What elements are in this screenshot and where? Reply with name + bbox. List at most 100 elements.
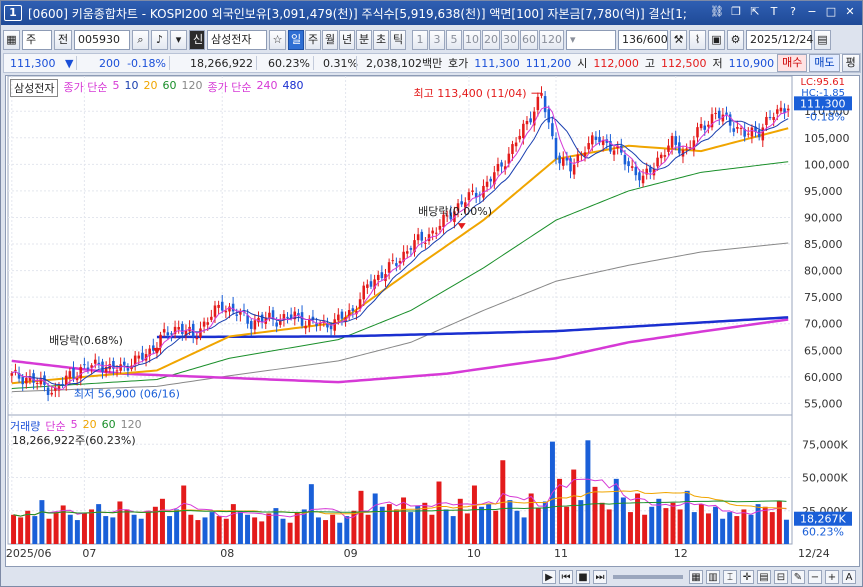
volume-bar[interactable]: [89, 509, 95, 544]
candle-body[interactable]: [97, 362, 101, 365]
volume-bar[interactable]: [691, 512, 697, 544]
candle-body[interactable]: [623, 155, 627, 165]
candle-body[interactable]: [511, 144, 514, 154]
volume-bar[interactable]: [358, 490, 364, 544]
candle-body[interactable]: [224, 310, 228, 313]
candle-body[interactable]: [572, 164, 576, 175]
volume-bar[interactable]: [762, 506, 768, 544]
volume-bar[interactable]: [514, 510, 520, 544]
candle-body[interactable]: [173, 326, 177, 334]
volume-bar[interactable]: [266, 513, 272, 544]
volume-bar[interactable]: [783, 519, 789, 544]
candle-body[interactable]: [25, 377, 28, 384]
forward-icon[interactable]: ⏭: [593, 569, 607, 584]
candle-body[interactable]: [507, 153, 511, 164]
candle-body[interactable]: [540, 93, 543, 96]
candle-body[interactable]: [634, 167, 638, 176]
candle-body[interactable]: [239, 311, 242, 315]
link-icon[interactable]: ⛓: [710, 5, 724, 18]
volume-bar[interactable]: [627, 512, 633, 544]
volume-bar[interactable]: [67, 514, 73, 544]
candle-body[interactable]: [191, 323, 195, 337]
volume-bar[interactable]: [216, 516, 222, 544]
candle-body[interactable]: [337, 314, 340, 321]
volume-bar[interactable]: [209, 512, 215, 544]
volume-bar[interactable]: [486, 504, 492, 544]
volume-bar[interactable]: [273, 508, 279, 544]
candle-body[interactable]: [144, 354, 148, 361]
pin-icon[interactable]: ⇱: [750, 5, 760, 18]
candle-body[interactable]: [398, 260, 402, 264]
volume-bar[interactable]: [131, 514, 137, 544]
candle-body[interactable]: [54, 387, 57, 391]
volume-bar[interactable]: [769, 512, 775, 544]
candle-body[interactable]: [532, 111, 536, 126]
candle-body[interactable]: [609, 140, 612, 152]
candle-body[interactable]: [119, 364, 122, 371]
candle-body[interactable]: [583, 152, 587, 157]
candle-body[interactable]: [57, 386, 61, 391]
candle-body[interactable]: [83, 364, 86, 366]
candle-body[interactable]: [304, 325, 307, 329]
volume-bar[interactable]: [39, 500, 45, 544]
volume-bar[interactable]: [117, 501, 123, 544]
volume-bar[interactable]: [379, 506, 385, 544]
candle-body[interactable]: [235, 314, 239, 316]
candle-body[interactable]: [293, 311, 297, 320]
volume-bar[interactable]: [74, 520, 80, 544]
volume-bar[interactable]: [571, 469, 577, 544]
candle-body[interactable]: [496, 163, 500, 172]
candle-body[interactable]: [181, 323, 184, 334]
volume-bar[interactable]: [25, 510, 31, 544]
candle-body[interactable]: [776, 109, 779, 114]
candle-body[interactable]: [674, 136, 677, 145]
candle-body[interactable]: [714, 112, 717, 114]
volume-bar[interactable]: [720, 518, 726, 544]
candle-body[interactable]: [405, 251, 409, 254]
candle-body[interactable]: [725, 112, 728, 115]
candle-body[interactable]: [61, 383, 64, 386]
candle-body[interactable]: [692, 140, 696, 151]
volume-bar[interactable]: [585, 440, 591, 544]
candle-body[interactable]: [721, 114, 725, 122]
candle-body[interactable]: [141, 352, 144, 360]
volume-bar[interactable]: [401, 497, 407, 544]
volume-bar[interactable]: [124, 509, 130, 544]
gear-icon[interactable]: ⚙: [727, 30, 744, 50]
candle-body[interactable]: [761, 127, 765, 141]
candle-body[interactable]: [355, 311, 358, 315]
period-tab-2[interactable]: 월: [322, 30, 338, 50]
candle-body[interactable]: [112, 360, 115, 369]
volume-bar[interactable]: [330, 514, 336, 544]
font-size-icon[interactable]: T: [770, 5, 778, 18]
interval-tab-1[interactable]: 3: [429, 30, 445, 50]
volume-bar[interactable]: [323, 520, 329, 544]
volume-bar[interactable]: [11, 514, 17, 544]
candle-body[interactable]: [663, 155, 667, 157]
period-tab-1[interactable]: 주: [305, 30, 321, 50]
candle-body[interactable]: [688, 147, 692, 149]
candle-body[interactable]: [503, 166, 507, 170]
candle-body[interactable]: [641, 175, 645, 184]
volume-bar[interactable]: [174, 509, 180, 544]
candle-body[interactable]: [612, 150, 616, 155]
candle-body[interactable]: [93, 359, 97, 364]
candle-body[interactable]: [685, 148, 688, 150]
candle-body[interactable]: [659, 154, 663, 159]
candle-body[interactable]: [558, 155, 561, 164]
candle-body[interactable]: [300, 312, 304, 326]
candle-body[interactable]: [543, 96, 547, 113]
volume-bar[interactable]: [287, 522, 293, 544]
volume-bar[interactable]: [308, 484, 314, 544]
candle-body[interactable]: [627, 161, 630, 167]
candle-body[interactable]: [279, 320, 282, 325]
grid-menu-icon[interactable]: ▦: [3, 30, 20, 50]
star-icon[interactable]: ☆: [269, 30, 286, 50]
candle-body[interactable]: [747, 133, 750, 135]
minimize-icon[interactable]: −: [807, 5, 817, 18]
volume-bar[interactable]: [677, 509, 683, 544]
period-tab-3[interactable]: 년: [339, 30, 355, 50]
calendar-icon[interactable]: ▤: [814, 30, 831, 50]
candle-body[interactable]: [547, 109, 551, 123]
volume-legend-ma-5[interactable]: 5: [70, 418, 78, 431]
